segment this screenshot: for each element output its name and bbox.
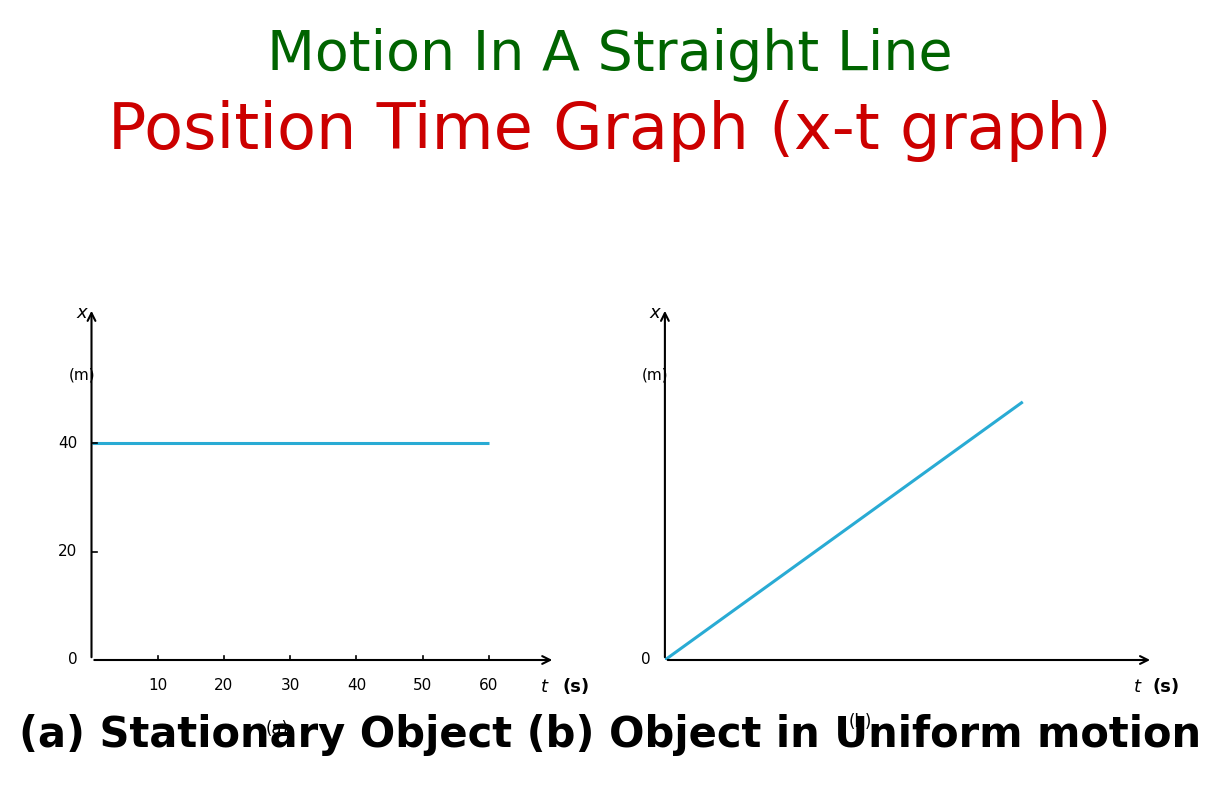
Text: (a) Stationary Object (b) Object in Uniform motion: (a) Stationary Object (b) Object in Unif… — [20, 714, 1200, 756]
Text: t: t — [542, 678, 548, 695]
Text: 20: 20 — [59, 544, 78, 559]
Text: x: x — [650, 304, 660, 322]
Text: (s): (s) — [562, 678, 589, 695]
Text: 10: 10 — [148, 678, 167, 693]
Text: x: x — [77, 304, 88, 322]
Text: 40: 40 — [59, 436, 78, 451]
Text: 60: 60 — [479, 678, 499, 693]
Text: 0: 0 — [640, 653, 650, 667]
Text: Motion In A Straight Line: Motion In A Straight Line — [267, 28, 953, 82]
Text: (m): (m) — [642, 368, 669, 383]
Text: 20: 20 — [215, 678, 233, 693]
Text: Position Time Graph (x-t graph): Position Time Graph (x-t graph) — [109, 100, 1111, 162]
Text: (b): (b) — [848, 713, 872, 731]
Text: 50: 50 — [414, 678, 432, 693]
Text: t: t — [1133, 678, 1141, 695]
Text: 40: 40 — [346, 678, 366, 693]
Text: (s): (s) — [1153, 678, 1180, 695]
Text: (a): (a) — [266, 720, 288, 738]
Text: (m): (m) — [68, 368, 95, 383]
Text: 0: 0 — [68, 653, 78, 667]
Text: 30: 30 — [281, 678, 300, 693]
